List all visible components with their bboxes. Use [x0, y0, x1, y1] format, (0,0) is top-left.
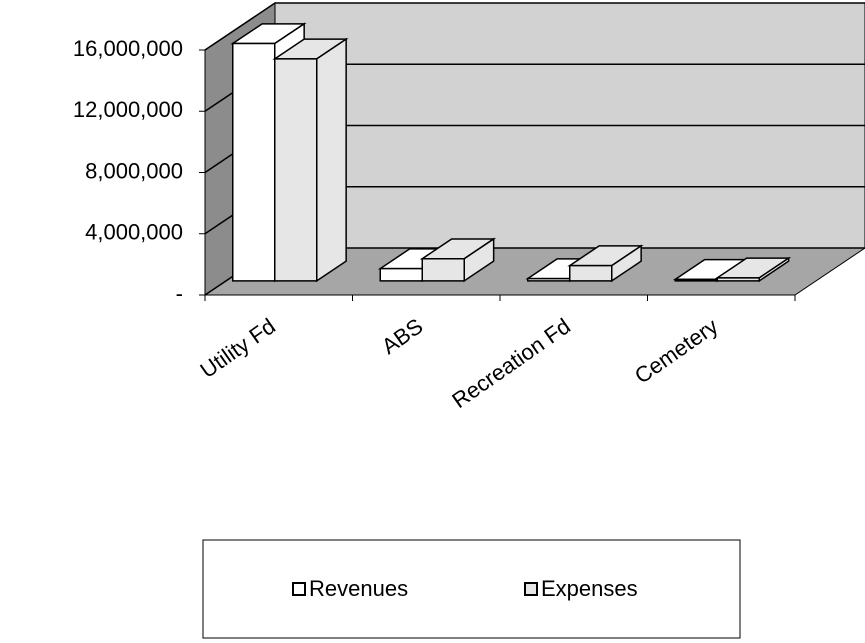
bar-front	[379, 267, 423, 282]
legend-label: Expenses	[541, 576, 638, 601]
bar	[714, 256, 792, 283]
y-tick-label: 12,000,000	[73, 97, 183, 122]
legend-swatch	[524, 582, 538, 596]
bar-front	[716, 277, 760, 282]
x-tick-label: Cemetery	[630, 313, 722, 388]
y-tick-label: 16,000,000	[73, 36, 183, 61]
x-tick-label: Utility Fd	[196, 313, 280, 383]
bar-front	[569, 264, 613, 282]
grid-line	[204, 2, 865, 51]
bar-side	[316, 37, 347, 283]
x-tick-label: ABS	[377, 313, 427, 359]
bar-front	[421, 257, 465, 282]
bar-front	[527, 277, 571, 282]
legend-swatch	[292, 582, 306, 596]
y-tick-label: 4,000,000	[85, 220, 183, 245]
bar	[272, 37, 349, 283]
bar	[567, 244, 644, 283]
y-tick-label: 8,000,000	[85, 158, 183, 183]
legend-box	[202, 539, 741, 639]
x-tick-label: Recreation Fd	[447, 313, 575, 413]
bar	[419, 237, 497, 283]
bar-front	[674, 278, 718, 282]
y-tick-label: -	[176, 281, 183, 306]
bar-front	[274, 58, 318, 282]
legend-label: Revenues	[309, 576, 408, 601]
bar-front	[232, 42, 276, 282]
